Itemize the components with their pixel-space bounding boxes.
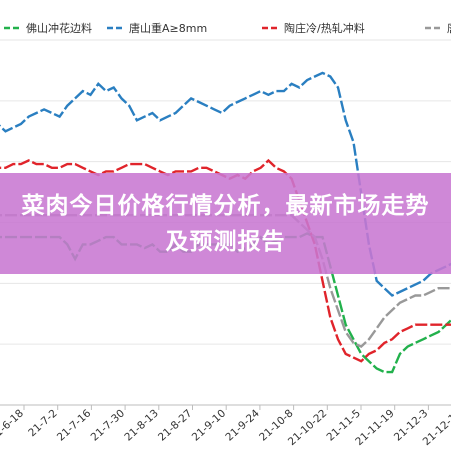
banner-title: 菜肉今日价格行情分析，最新市场走势及预测报告 bbox=[21, 192, 430, 255]
x-tick-label: 21-7-16 bbox=[55, 407, 94, 444]
x-axis-ticks: 21-6-18 21-7-221-7-1621-7-3021-8-1321-8-2… bbox=[0, 405, 451, 448]
series-line bbox=[0, 71, 451, 297]
x-tick-label: 21-8-13 bbox=[122, 407, 160, 443]
x-tick-label: 21-9-24 bbox=[223, 407, 262, 444]
legend-label: 陶庄冷/热轧冲料 bbox=[284, 21, 365, 35]
legend-label: 唐山重A≥8mm bbox=[129, 21, 207, 35]
x-tick-label: 21-6-18 bbox=[0, 407, 26, 443]
x-tick-label: 21-7-30 bbox=[89, 407, 127, 443]
legend: 佛山冲花边料 唐山重A≥8mm 陶庄冷/热轧冲料 唐山… bbox=[4, 21, 451, 35]
legend-label: 佛山冲花边料 bbox=[26, 21, 92, 35]
x-tick-label: 21-8-27 bbox=[156, 407, 194, 443]
title-banner: 菜肉今日价格行情分析，最新市场走势及预测报告 bbox=[0, 173, 451, 274]
legend-label: 唐山… bbox=[447, 21, 451, 35]
x-tick-label: 21-9-10 bbox=[190, 407, 228, 443]
